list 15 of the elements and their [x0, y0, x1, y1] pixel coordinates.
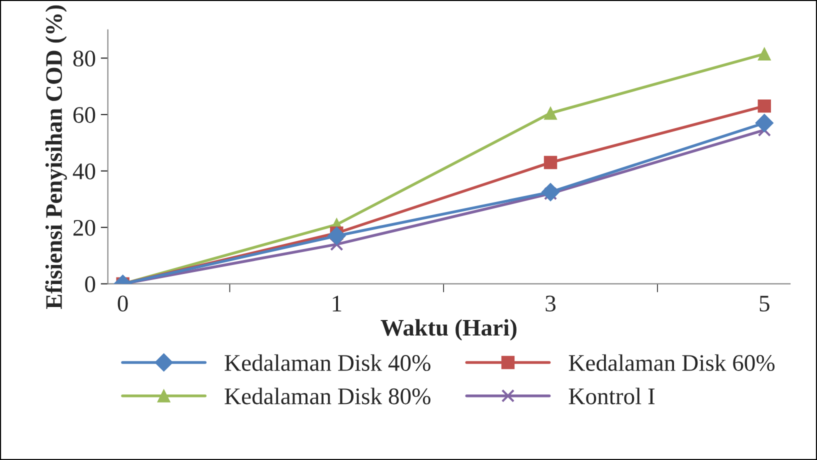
legend-label: Kedalaman Disk 40% — [224, 354, 430, 372]
legend-label: Kedalaman Disk 60% — [568, 354, 775, 372]
y-tick-label: 80 — [73, 50, 96, 67]
x-axis-title: Waktu (Hari) — [380, 319, 516, 341]
legend-label: Kontrol I — [568, 388, 655, 404]
x-tick-label: 5 — [760, 296, 770, 312]
y-tick-label: 0 — [85, 276, 96, 292]
legend-label: Kedalaman Disk 80% — [224, 388, 430, 404]
x-tick-label: 1 — [332, 296, 342, 312]
y-tick-label: 40 — [72, 163, 96, 180]
x-tick-label: 0 — [118, 296, 128, 312]
x-tick-label: 3 — [546, 296, 556, 312]
y-axis-title: Efisiensi Penyisihan COD (%) — [45, 5, 67, 309]
y-tick-label: 20 — [73, 220, 96, 236]
y-tick-label: 60 — [73, 107, 96, 123]
